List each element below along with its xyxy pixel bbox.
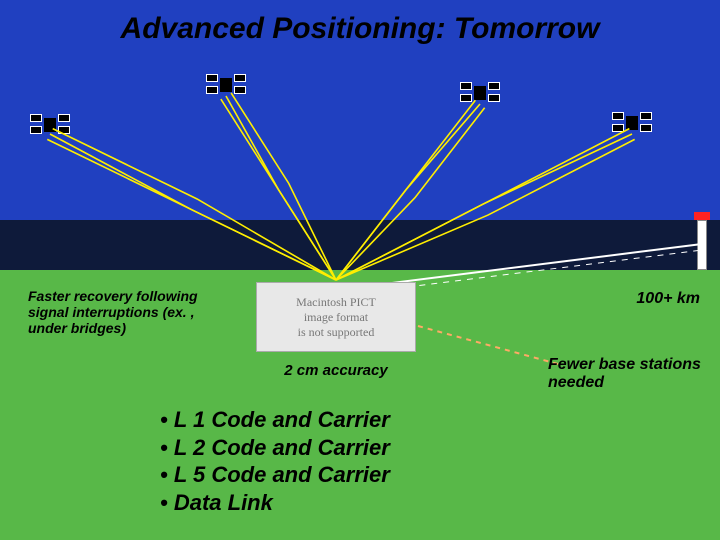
satellite-icon — [460, 80, 500, 106]
bullet-item: L 5 Code and Carrier — [160, 461, 390, 489]
pict-line: image format — [304, 310, 368, 324]
bullet-item: L 1 Code and Carrier — [160, 406, 390, 434]
pict-line: is not supported — [298, 325, 375, 339]
bullet-item: L 2 Code and Carrier — [160, 434, 390, 462]
bullet-item: Data Link — [160, 489, 390, 517]
base-station-tower-icon — [694, 212, 710, 270]
slide-title: Advanced Positioning: Tomorrow — [0, 12, 720, 46]
annotation-range: 100+ km — [550, 290, 700, 308]
pict-line: Macintosh PICT — [296, 295, 376, 309]
satellite-icon — [612, 110, 652, 136]
satellite-icon — [206, 72, 246, 98]
satellite-icon — [30, 112, 70, 138]
annotation-left: Faster recovery following signal interru… — [28, 288, 208, 336]
bullet-list: L 1 Code and Carrier L 2 Code and Carrie… — [160, 406, 390, 516]
slide: Advanced Positioning: Tomorrow Macintosh… — [0, 0, 720, 540]
annotation-accuracy: 2 cm accuracy — [256, 362, 416, 379]
annotation-fewer-stations: Fewer base stations needed — [548, 356, 708, 393]
horizon-band — [0, 220, 720, 270]
missing-image-placeholder: Macintosh PICT image format is not suppo… — [256, 282, 416, 352]
